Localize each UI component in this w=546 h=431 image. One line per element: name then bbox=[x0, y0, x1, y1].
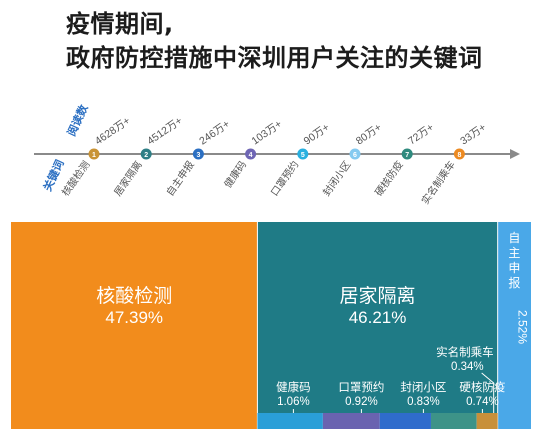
timeline-marker-6 bbox=[349, 148, 361, 160]
treemap-cell-7 bbox=[430, 413, 477, 429]
timeline-keyword-8: 实名制乘车 bbox=[419, 158, 458, 206]
timeline-keyword-3: 自主申报 bbox=[163, 158, 197, 198]
timeline-reads-7: 72万+ bbox=[406, 121, 436, 147]
reads-axis-label: 阅读数 bbox=[64, 102, 91, 139]
treemap-cell-6 bbox=[379, 413, 431, 429]
treemap-value-5: 0.92% bbox=[345, 396, 378, 408]
timeline-marker-number-2: 2 bbox=[144, 152, 148, 159]
treemap-label-7: 硬核防疫 bbox=[459, 380, 505, 394]
treemap-leader-8 bbox=[481, 372, 495, 413]
treemap-value-7: 0.74% bbox=[466, 396, 499, 408]
timeline-keyword-4: 健康码 bbox=[221, 158, 249, 190]
treemap-label-3-char-3: 申 bbox=[508, 261, 520, 275]
timeline-arrow bbox=[510, 149, 520, 159]
title-line-1: 疫情期间, bbox=[66, 10, 174, 38]
timeline-marker-number-7: 7 bbox=[405, 152, 409, 159]
treemap-label-3-char-4: 报 bbox=[508, 275, 520, 290]
title-line-2: 政府防控措施中深圳用户关注的关键词 bbox=[66, 44, 483, 72]
treemap-label-1: 核酸检测 bbox=[96, 285, 172, 307]
treemap-value-8: 0.34% bbox=[451, 361, 484, 373]
timeline-reads-5: 90万+ bbox=[302, 121, 332, 147]
timeline-keyword-6: 封闭小区 bbox=[320, 158, 354, 198]
timeline-reads-8: 33万+ bbox=[458, 121, 488, 147]
treemap-value-4: 1.06% bbox=[277, 396, 310, 408]
treemap-value-3: 2.52% bbox=[515, 310, 529, 344]
timeline-marker-number-6: 6 bbox=[353, 152, 357, 159]
treemap-label-5: 口罩预约 bbox=[338, 380, 384, 394]
timeline-reads-4: 103万+ bbox=[249, 118, 284, 147]
timeline-marker-5 bbox=[297, 148, 309, 160]
timeline-marker-1 bbox=[88, 148, 100, 160]
timeline-keyword-7: 硬核防疫 bbox=[372, 158, 406, 198]
timeline-marker-8 bbox=[453, 148, 465, 160]
treemap-label-8: 实名制乘车 bbox=[436, 345, 494, 359]
treemap-cell-8 bbox=[476, 413, 498, 429]
timeline-reads-3: 246万+ bbox=[197, 118, 232, 147]
timeline-marker-number-5: 5 bbox=[301, 152, 305, 159]
treemap-value-1: 47.39% bbox=[105, 308, 163, 327]
treemap-cell-2 bbox=[257, 222, 498, 413]
timeline-reads-1: 4628万+ bbox=[93, 115, 133, 148]
timeline-marker-7 bbox=[401, 148, 413, 160]
treemap-label-3-char-2: 主 bbox=[508, 246, 520, 260]
treemap-label-6: 封闭小区 bbox=[400, 380, 446, 394]
treemap-cell-5 bbox=[322, 413, 380, 429]
treemap-label-2: 居家隔离 bbox=[340, 285, 416, 307]
treemap-cell-4 bbox=[257, 413, 323, 429]
treemap-cell-3 bbox=[497, 222, 531, 429]
treemap-cell-1 bbox=[11, 222, 258, 429]
treemap-value-6: 0.83% bbox=[407, 396, 440, 408]
timeline-marker-3 bbox=[192, 148, 204, 160]
treemap-label-3-char-1: 自 bbox=[508, 231, 520, 245]
timeline-marker-number-3: 3 bbox=[196, 152, 200, 159]
timeline-marker-number-1: 1 bbox=[92, 152, 96, 159]
timeline-keyword-2: 居家隔离 bbox=[111, 158, 145, 198]
timeline-marker-number-8: 8 bbox=[457, 152, 461, 159]
timeline-marker-4 bbox=[245, 148, 257, 160]
treemap-value-2: 46.21% bbox=[349, 308, 407, 327]
timeline-marker-number-4: 4 bbox=[249, 152, 253, 159]
timeline-reads-6: 80万+ bbox=[354, 121, 384, 147]
timeline-marker-2 bbox=[140, 148, 152, 160]
timeline-reads-2: 4512万+ bbox=[145, 115, 185, 148]
timeline-keyword-5: 口罩预约 bbox=[268, 158, 302, 198]
treemap-label-4: 健康码 bbox=[276, 380, 311, 394]
